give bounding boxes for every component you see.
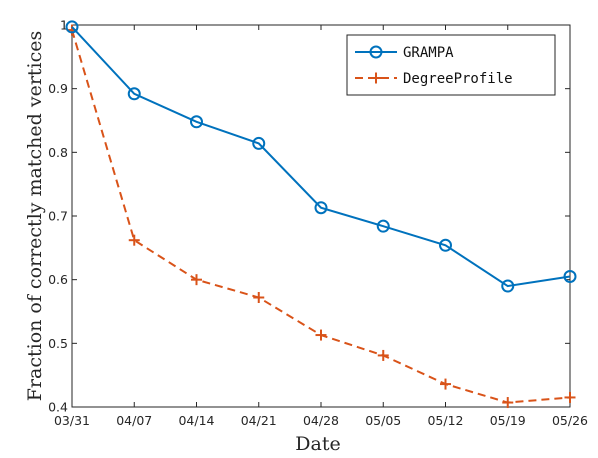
data-point-grampa [190, 115, 203, 129]
data-point-grampa [439, 238, 452, 252]
x-tick-label: 05/05 [365, 413, 401, 428]
data-point-grampa [65, 20, 79, 34]
x-tick-label: 04/07 [116, 413, 152, 428]
series-degreeprofile [66, 24, 576, 409]
y-axis-ticks: 0.4 0.5 0.6 0.7 0.8 0.9 1 [48, 18, 570, 415]
data-point-degreeprofile [377, 349, 389, 361]
data-point-degreeprofile [253, 291, 265, 303]
data-point-degreeprofile [564, 391, 576, 403]
data-point-degreeprofile [440, 378, 451, 390]
series-line-grampa [71, 26, 571, 288]
data-point-grampa [501, 279, 515, 293]
series-layer [65, 20, 577, 409]
data-point-grampa [563, 269, 577, 283]
data-point-grampa [127, 87, 141, 101]
x-tick-label: 04/28 [303, 413, 339, 428]
x-tick-label: 03/31 [54, 413, 90, 428]
legend-label-degreeprofile: DegreeProfile [403, 71, 513, 87]
data-point-grampa [376, 219, 390, 233]
data-point-degreeprofile [315, 329, 327, 341]
series-grampa [65, 20, 577, 293]
y-axis-title: Fraction of correctly matched vertices [24, 31, 46, 402]
legend: GRAMPA DegreeProfile [346, 34, 556, 96]
legend-item-degreeprofile: DegreeProfile [355, 71, 513, 87]
data-point-degreeprofile [191, 274, 202, 286]
y-tick-label: 0.4 [48, 400, 68, 415]
x-axis-ticks: 03/31 04/07 04/14 04/21 04/28 05/05 05/12 05/19… [54, 25, 588, 428]
legend-marker-grampa [369, 45, 383, 59]
y-tick-label: 0.8 [48, 145, 68, 160]
x-tick-label: 05/26 [552, 413, 588, 428]
data-point-grampa [314, 201, 328, 215]
x-tick-label: 04/14 [178, 413, 214, 428]
legend-item-grampa: GRAMPA [355, 45, 454, 61]
x-tick-label: 05/19 [490, 413, 526, 428]
data-point-degreeprofile [502, 397, 514, 409]
x-axis-title: Date [295, 433, 340, 455]
legend-marker-degreeprofile [370, 72, 382, 84]
y-tick-label: 0.6 [48, 272, 68, 287]
y-tick-label: 0.9 [48, 81, 68, 96]
legend-box [346, 34, 556, 96]
y-tick-label: 0.7 [48, 209, 68, 224]
data-point-grampa [252, 136, 266, 150]
x-tick-label: 05/12 [427, 413, 463, 428]
data-point-degreeprofile [128, 234, 140, 246]
y-tick-label: 1 [60, 18, 68, 33]
x-tick-label: 04/21 [241, 413, 277, 428]
legend-label-grampa: GRAMPA [403, 45, 454, 61]
y-tick-label: 0.5 [48, 336, 68, 351]
